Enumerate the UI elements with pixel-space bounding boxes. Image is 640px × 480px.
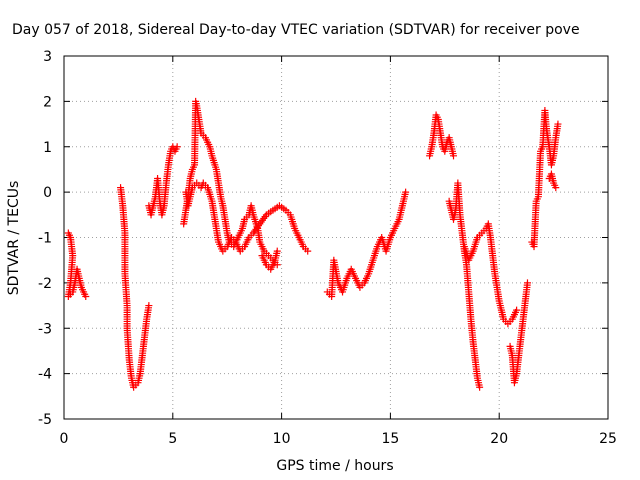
data-point [513,306,521,314]
y-axis-label: SDTVAR / TECUs [6,181,22,296]
y-tick-label: 3 [43,49,52,65]
data-point [402,188,410,196]
x-tick-label: 0 [60,431,69,447]
y-tick-label: -1 [38,231,52,247]
x-tick-label: 15 [381,431,399,447]
x-axis-label: GPS time / hours [276,458,393,474]
data-point [523,279,531,287]
data-point [450,152,458,160]
y-tick-label: -2 [38,276,52,292]
data-points [64,97,562,391]
data-point [145,302,153,310]
y-tick-label: -5 [38,412,52,428]
x-tick-label: 10 [273,431,291,447]
data-point [554,120,562,128]
y-tick-label: 0 [43,185,52,201]
y-tick-label: -4 [38,367,52,383]
chart-title: Day 057 of 2018, Sidereal Day-to-day VTE… [12,22,580,38]
y-tick-label: 2 [43,94,52,110]
data-point [173,143,181,151]
data-point [82,292,90,300]
y-tick-label: -3 [38,321,52,337]
data-point [552,184,560,192]
data-point [476,383,484,391]
x-tick-label: 20 [490,431,508,447]
x-tick-label: 25 [599,431,617,447]
x-tick-label: 5 [168,431,177,447]
y-tick-label: 1 [43,140,52,156]
data-point [304,247,312,255]
axis-ticks: 0 5 10 15 20 25 -5 -4 -3 -2 -1 0 1 2 3 [38,49,617,447]
data-point [273,247,281,255]
